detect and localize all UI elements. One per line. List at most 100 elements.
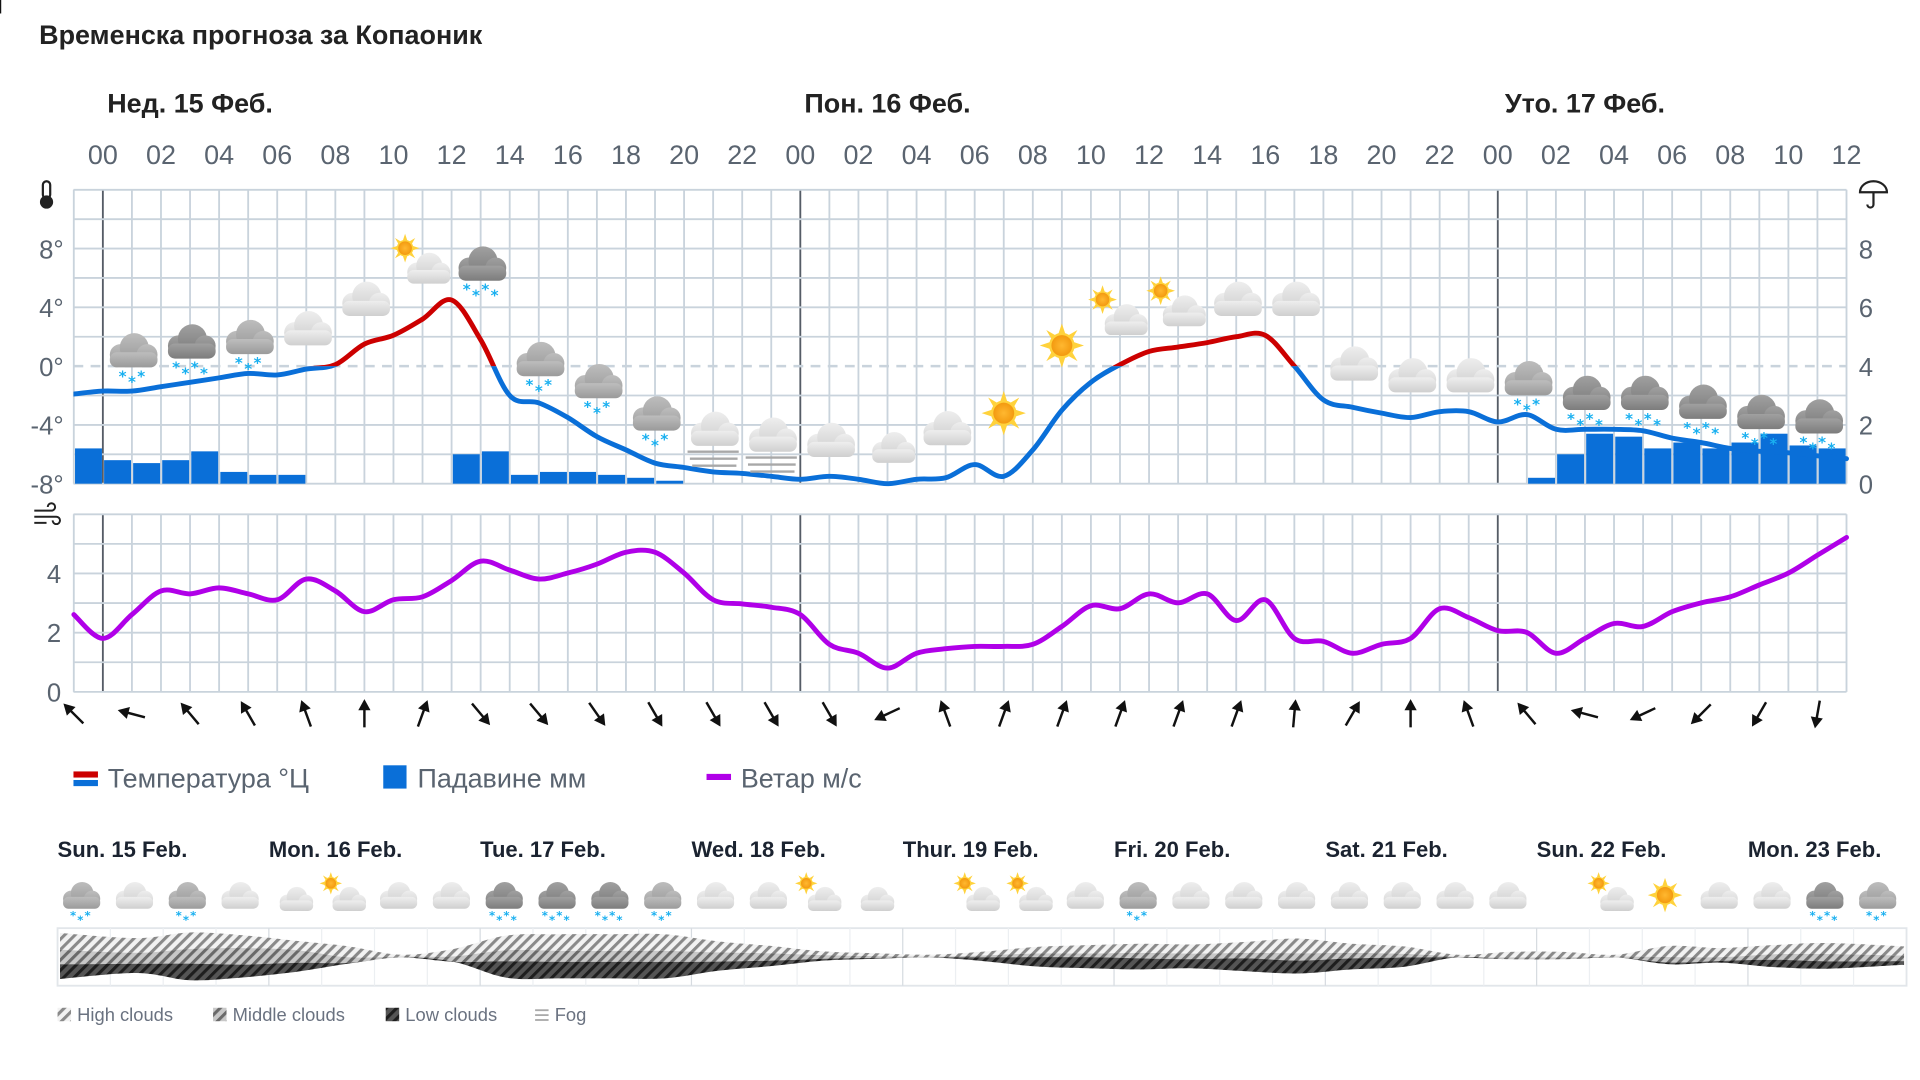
snowflake: * xyxy=(1126,909,1132,923)
hour-tick-label: 22 xyxy=(727,140,757,170)
wind-arrow-icon xyxy=(358,699,371,728)
snowflake: * xyxy=(1567,410,1575,428)
arrow-head xyxy=(1231,700,1244,713)
arrow-head xyxy=(1751,713,1763,727)
hour-tick-label: 00 xyxy=(88,140,118,170)
precipitation-bar xyxy=(191,451,219,484)
snowflake: * xyxy=(1514,395,1522,413)
cloudy-icon xyxy=(1388,358,1437,393)
light-snow-icon: * * * xyxy=(168,881,206,927)
snowflake: * xyxy=(564,913,570,927)
snow-icon: * * * * xyxy=(485,881,523,927)
snowflake: * xyxy=(1711,425,1719,443)
wind-arrow-icon xyxy=(1517,702,1537,725)
cloud-shape xyxy=(574,363,623,399)
sun-shape xyxy=(390,233,420,263)
outlook-day-label: Sun. 22 Feb. xyxy=(1537,837,1667,862)
hour-tick-label: 10 xyxy=(1773,140,1803,170)
wind-arrow-icon xyxy=(0,0,2,14)
legend-item-wind: Ветар м/с xyxy=(706,763,862,793)
wind-arrow-icon xyxy=(1690,703,1712,725)
wind-arrow-icon xyxy=(1288,699,1301,728)
arrow-head xyxy=(117,707,130,719)
wind-arrow-icon xyxy=(1404,699,1417,728)
cloud-shape xyxy=(1700,881,1738,909)
cloud-legend: High clouds Middle clouds Low clouds Fog xyxy=(57,1004,586,1025)
hour-tick-label: 22 xyxy=(1425,140,1455,170)
wind-arrow-icon xyxy=(1751,701,1768,727)
snowflake: * xyxy=(489,909,495,923)
arrow-head xyxy=(1057,700,1069,713)
cloudy-icon xyxy=(1225,881,1263,909)
middle-clouds-area xyxy=(60,948,1905,965)
light-snow-icon: * * * xyxy=(1504,361,1553,419)
precipitation-bar xyxy=(162,460,190,484)
cloudy-icon xyxy=(1272,281,1320,316)
cloud-shape xyxy=(1436,881,1474,909)
snowflake: * xyxy=(1760,429,1768,447)
outlook-day-label: Tue. 17 Feb. xyxy=(480,837,606,862)
cloud-shape xyxy=(696,881,735,909)
snowflake: * xyxy=(472,286,480,304)
wind-tick-label: 2 xyxy=(47,620,61,648)
snowflake: * xyxy=(1810,909,1816,923)
wind-arrow-icon xyxy=(1461,700,1475,727)
cloudy-icon xyxy=(1700,881,1738,909)
arrow-head xyxy=(299,700,311,713)
snow-icon: * * * * xyxy=(167,324,216,382)
partly-sunny-icon xyxy=(795,872,842,911)
partly-sunny-icon xyxy=(953,872,1000,911)
precipitation-bar xyxy=(1615,436,1643,484)
cloudy-icon xyxy=(1383,881,1421,909)
cloud-shape xyxy=(1172,881,1210,909)
snow-icon: * * * * xyxy=(1620,375,1669,434)
snowflake: * xyxy=(1741,429,1749,447)
cloud-shape xyxy=(1489,881,1527,909)
snow-icon: * * * * xyxy=(458,246,507,304)
cloudy-icon xyxy=(1214,281,1262,316)
hour-tick-label: 14 xyxy=(495,140,525,170)
wind-arrow-icon xyxy=(471,702,491,726)
snowflake: * xyxy=(254,354,262,372)
snowflake: * xyxy=(666,909,672,923)
cloud-shape xyxy=(1330,346,1379,381)
snowflake: * xyxy=(1523,401,1531,419)
cloud-shape xyxy=(632,396,681,431)
snowflake: * xyxy=(544,376,552,394)
wind-arrow-icon xyxy=(1230,700,1244,727)
snowflake: * xyxy=(190,909,196,923)
precipitation-bar xyxy=(249,474,277,484)
cloud-shape xyxy=(1388,358,1437,393)
wind-arrow-icon xyxy=(240,701,256,727)
snowflake: * xyxy=(511,913,517,927)
precipitation-bars xyxy=(75,433,1846,484)
arrow-head xyxy=(418,700,430,713)
cloud-shape xyxy=(380,881,418,909)
temperature-tick-label: -4° xyxy=(31,413,64,441)
snow-icon: * * * * xyxy=(538,881,576,927)
precipitation-bar xyxy=(656,480,684,484)
hour-tick-label: 16 xyxy=(553,140,583,170)
cloud-shape xyxy=(807,422,855,458)
snowflake: * xyxy=(651,909,657,923)
light-snow-icon: * * * xyxy=(1859,881,1897,927)
precipitation-bar xyxy=(278,474,306,484)
legend-precipitation-label: Падавине мм xyxy=(418,763,587,793)
cloud-shape xyxy=(1504,361,1553,396)
hour-tick-label: 12 xyxy=(1832,140,1862,170)
snowflake: * xyxy=(128,373,136,391)
cloud-shape xyxy=(1066,881,1104,909)
hour-tick-label: 20 xyxy=(669,140,699,170)
wind-arrow-icon xyxy=(1629,707,1656,721)
moon-shape xyxy=(856,875,864,894)
outlook-day-label: Wed. 18 Feb. xyxy=(691,837,825,862)
snowflake: * xyxy=(1873,913,1879,927)
moon-shape xyxy=(275,875,283,894)
sun-shape xyxy=(981,391,1026,436)
cloud-shape xyxy=(1446,358,1495,393)
temperature-tick-label: -8° xyxy=(31,471,64,499)
snowflake: * xyxy=(1702,419,1710,437)
outlook-day-label: Fri. 20 Feb. xyxy=(1114,837,1230,862)
cloudy-icon xyxy=(115,881,154,909)
cloud-shape xyxy=(279,886,314,911)
